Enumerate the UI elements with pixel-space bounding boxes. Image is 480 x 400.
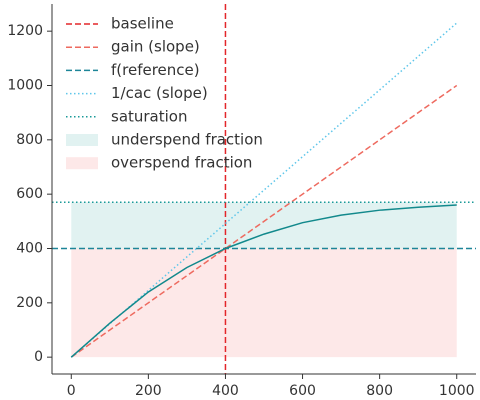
- legend-swatch: [66, 134, 98, 146]
- x-tick-label: 0: [67, 383, 76, 399]
- legend-label: overspend fraction: [111, 154, 252, 172]
- y-tick-label: 200: [16, 295, 43, 311]
- fill-area: [71, 202, 457, 249]
- legend-label: f(reference): [111, 61, 200, 79]
- y-tick-label: 800: [16, 132, 43, 148]
- legend-label: baseline: [111, 15, 174, 33]
- legend-label: underspend fraction: [111, 131, 263, 149]
- y-tick-label: 1200: [7, 23, 43, 39]
- curve: [70, 204, 457, 358]
- legend-swatch: [66, 157, 98, 170]
- x-tick-label: 200: [135, 383, 162, 399]
- x-tick-label: 800: [366, 383, 393, 399]
- y-tick-label: 0: [34, 349, 43, 365]
- x-tick-label: 600: [289, 383, 316, 399]
- slope-line: [70, 84, 458, 358]
- legend: baseline gain (slope) f(reference) 1/cac (s…: [66, 15, 263, 172]
- legend-label: 1/cac (slope): [111, 84, 208, 102]
- y-tick-label: 400: [16, 240, 43, 256]
- fill-area: [71, 248, 457, 358]
- x-tick-label: 1000: [439, 383, 475, 399]
- y-tick-label: 600: [16, 186, 43, 202]
- legend-label: saturation: [111, 107, 188, 125]
- legend-label: gain (slope): [111, 38, 200, 56]
- y-tick-label: 1000: [7, 77, 43, 93]
- x-tick-label: 400: [212, 383, 239, 399]
